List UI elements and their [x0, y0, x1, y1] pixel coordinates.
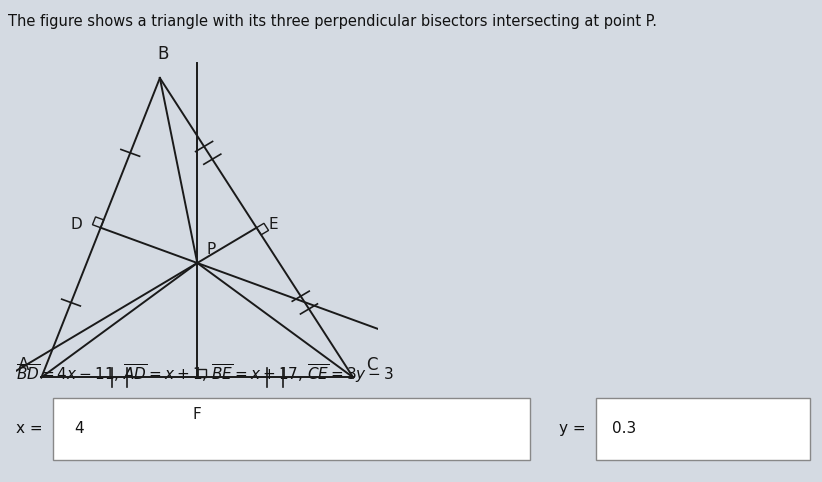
Text: 0.3: 0.3	[612, 421, 637, 437]
Text: B: B	[157, 45, 169, 63]
Text: The figure shows a triangle with its three perpendicular bisectors intersecting : The figure shows a triangle with its thr…	[8, 14, 658, 29]
Text: y =: y =	[559, 421, 585, 437]
FancyBboxPatch shape	[53, 398, 530, 460]
FancyBboxPatch shape	[596, 398, 810, 460]
Text: x =: x =	[16, 421, 43, 437]
Text: 4: 4	[74, 421, 84, 437]
Text: A: A	[17, 356, 29, 375]
Text: C: C	[366, 356, 377, 375]
Text: F: F	[193, 407, 201, 422]
Text: P: P	[206, 242, 216, 257]
Text: E: E	[269, 217, 279, 232]
Text: $\overline{BD}=4x-11$, $\overline{AD}=x+1$, $\overline{BE}=x+17$, $\overline{CE}: $\overline{BD}=4x-11$, $\overline{AD}=x+…	[16, 362, 395, 385]
Text: D: D	[70, 217, 82, 232]
